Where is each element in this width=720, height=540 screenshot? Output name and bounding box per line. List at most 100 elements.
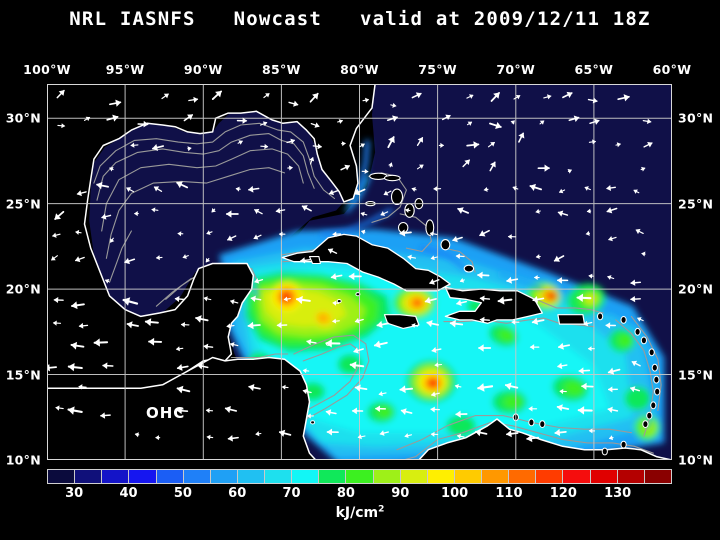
velocity-arrow bbox=[630, 295, 641, 303]
velocity-arrow bbox=[357, 434, 366, 440]
velocity-arrow bbox=[383, 190, 392, 196]
velocity-arrow bbox=[633, 189, 640, 194]
velocity-arrow bbox=[375, 405, 387, 412]
velocity-arrow bbox=[325, 339, 341, 348]
velocity-arrow bbox=[479, 229, 490, 237]
velocity-arrow bbox=[378, 391, 387, 397]
velocity-arrow bbox=[459, 277, 465, 283]
lon-tick-label: 80°W bbox=[340, 62, 379, 77]
velocity-arrow bbox=[126, 321, 139, 329]
velocity-arrow bbox=[354, 188, 366, 196]
velocity-arrow bbox=[607, 275, 615, 280]
velocity-arrow bbox=[288, 100, 299, 107]
velocity-arrow bbox=[535, 208, 541, 214]
velocity-arrow bbox=[386, 115, 398, 122]
colorbar[interactable] bbox=[47, 469, 672, 484]
velocity-arrow bbox=[606, 185, 616, 191]
velocity-arrow bbox=[535, 254, 541, 260]
velocity-arrow bbox=[558, 188, 566, 194]
velocity-arrow bbox=[587, 97, 598, 104]
velocity-arrow bbox=[430, 406, 440, 413]
colorbar-swatch bbox=[482, 470, 510, 483]
colorbar-tick-label: 40 bbox=[119, 486, 138, 501]
velocity-arrow bbox=[455, 410, 468, 418]
colorbar-ticks: 30 40 50 60 70 80 90 100 110 120 130 bbox=[47, 486, 672, 502]
velocity-arrow bbox=[155, 435, 161, 441]
colorbar-unit-text: kJ/cm2 bbox=[335, 504, 385, 521]
velocity-arrow bbox=[51, 255, 58, 261]
colorbar-swatch bbox=[75, 470, 103, 483]
velocity-arrow bbox=[152, 144, 165, 152]
velocity-arrow bbox=[52, 232, 61, 238]
velocity-arrow bbox=[433, 186, 442, 192]
velocity-arrow bbox=[93, 338, 109, 347]
velocity-arrow bbox=[281, 384, 289, 390]
lon-tick-label: 100°W bbox=[23, 62, 71, 77]
velocity-arrow bbox=[373, 340, 388, 349]
velocity-arrow bbox=[430, 255, 438, 261]
velocity-arrow bbox=[332, 231, 342, 237]
velocity-arrow bbox=[235, 186, 241, 192]
colorbar-unit-label: kJ/cm2 bbox=[0, 504, 720, 521]
velocity-arrow bbox=[306, 338, 317, 346]
colorbar-swatch bbox=[265, 470, 293, 483]
velocity-arrow bbox=[441, 114, 451, 121]
colorbar-swatch bbox=[563, 470, 591, 483]
velocity-arrow bbox=[567, 169, 572, 174]
velocity-arrow bbox=[229, 342, 239, 348]
lat-tick-label: 10°N bbox=[678, 452, 714, 468]
colorbar-swatch bbox=[237, 470, 265, 483]
velocity-arrow bbox=[411, 323, 419, 329]
velocity-arrow bbox=[332, 318, 340, 324]
velocity-arrow bbox=[537, 164, 550, 172]
velocity-arrow bbox=[506, 276, 519, 284]
velocity-arrow bbox=[70, 341, 85, 350]
velocity-arrow bbox=[74, 256, 85, 263]
velocity-arrow bbox=[360, 211, 368, 217]
velocity-arrow bbox=[430, 431, 439, 437]
velocity-arrow bbox=[348, 272, 362, 281]
velocity-arrow bbox=[96, 181, 109, 190]
velocity-arrow bbox=[513, 94, 521, 100]
velocity-arrow bbox=[133, 211, 139, 217]
velocity-arrow bbox=[227, 235, 237, 241]
velocity-arrow bbox=[176, 363, 189, 371]
velocity-arrow bbox=[608, 235, 617, 242]
velocity-arrow bbox=[250, 295, 262, 302]
velocity-arrow bbox=[332, 300, 340, 306]
velocity-arrow bbox=[529, 344, 540, 351]
velocity-arrow bbox=[361, 168, 369, 174]
velocity-arrow bbox=[225, 210, 239, 218]
velocity-arrow bbox=[260, 143, 269, 150]
velocity-arrow bbox=[237, 140, 243, 145]
lat-tick-label: 15°N bbox=[5, 367, 41, 383]
velocity-arrow bbox=[526, 434, 540, 443]
velocity-arrow bbox=[302, 388, 312, 395]
velocity-arrow bbox=[177, 231, 184, 237]
velocity-arrow bbox=[224, 405, 238, 414]
velocity-arrow bbox=[101, 213, 112, 220]
colorbar-swatch bbox=[346, 470, 374, 483]
velocity-arrow bbox=[478, 344, 492, 352]
velocity-arrow bbox=[326, 428, 339, 436]
velocity-arrow bbox=[283, 296, 291, 302]
velocity-arrow bbox=[390, 102, 397, 108]
velocity-arrow bbox=[104, 278, 110, 284]
velocity-arrow bbox=[226, 323, 235, 329]
velocity-arrow bbox=[477, 271, 490, 279]
velocity-arrow bbox=[236, 117, 248, 124]
velocity-arrow bbox=[452, 235, 463, 243]
velocity-arrow bbox=[287, 165, 293, 171]
velocity-arrow bbox=[203, 343, 214, 350]
colorbar-swatch bbox=[454, 470, 482, 483]
velocity-arrow bbox=[554, 428, 567, 437]
lon-tick-label: 90°W bbox=[183, 62, 223, 77]
velocity-arrow bbox=[556, 404, 570, 412]
field-label: OHC bbox=[146, 404, 186, 422]
colorbar-swatch bbox=[48, 470, 76, 483]
colorbar-swatch bbox=[590, 470, 618, 483]
velocity-arrow bbox=[330, 273, 343, 280]
map-plot-area[interactable] bbox=[47, 84, 672, 460]
velocity-arrow bbox=[211, 90, 223, 101]
velocity-arrow bbox=[477, 383, 494, 392]
